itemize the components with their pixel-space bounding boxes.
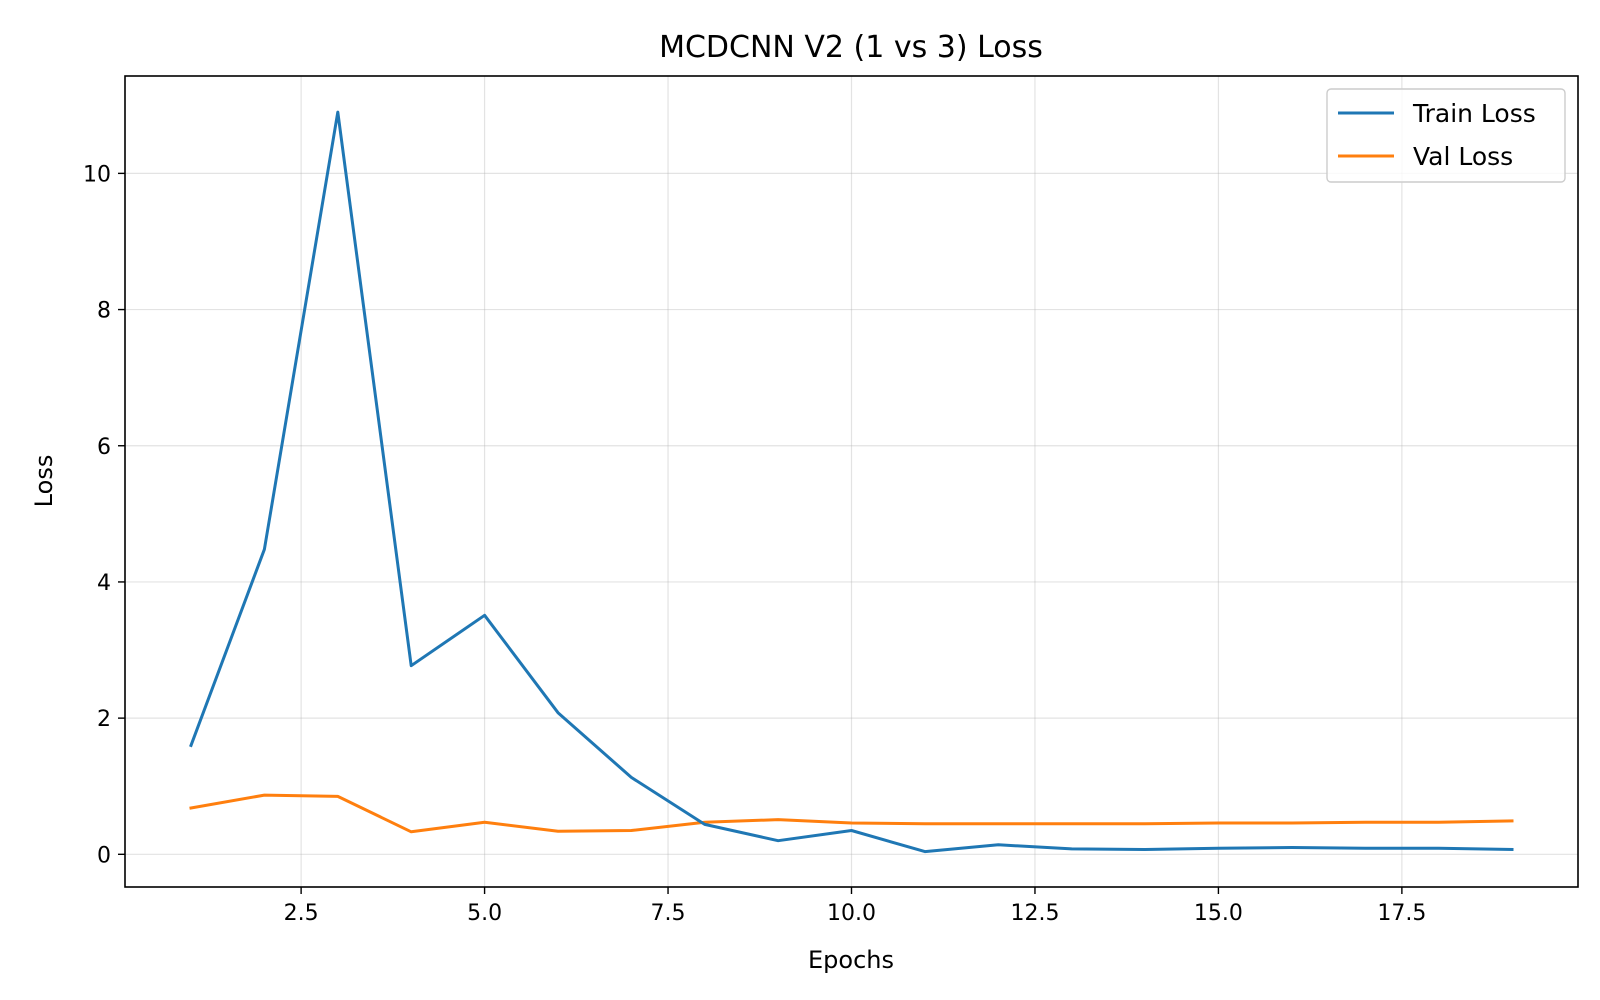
legend-label-train-loss: Train Loss <box>1412 99 1536 128</box>
chart-title: MCDCNN V2 (1 vs 3) Loss <box>659 30 1043 65</box>
x-axis: 2.5 5.0 7.5 10.0 12.5 15.0 17.5 <box>284 887 1426 926</box>
x-tick-label: 17.5 <box>1377 901 1426 926</box>
x-tick-label: 5.0 <box>467 901 502 926</box>
x-tick-label: 2.5 <box>284 901 319 926</box>
x-tick-label: 10.0 <box>827 901 876 926</box>
y-tick-label: 2 <box>97 707 111 732</box>
legend: Train Loss Val Loss <box>1326 88 1566 183</box>
series-line-val-loss <box>189 793 1514 834</box>
x-axis-label: Epochs <box>808 946 894 974</box>
series-layer <box>189 110 1514 854</box>
x-tick-label: 12.5 <box>1010 901 1059 926</box>
y-tick-label: 0 <box>97 843 111 868</box>
y-axis: 0 2 4 6 8 10 <box>83 162 125 868</box>
y-tick-label: 6 <box>97 435 111 460</box>
grid <box>125 76 1578 887</box>
x-tick-label: 15.0 <box>1194 901 1243 926</box>
legend-label-val-loss: Val Loss <box>1413 142 1513 171</box>
x-tick-label: 7.5 <box>651 901 686 926</box>
series-line-train-loss <box>189 110 1514 854</box>
y-tick-label: 10 <box>83 162 111 187</box>
y-axis-label: Loss <box>30 455 58 508</box>
y-tick-label: 4 <box>97 571 111 596</box>
y-tick-label: 8 <box>97 299 111 324</box>
